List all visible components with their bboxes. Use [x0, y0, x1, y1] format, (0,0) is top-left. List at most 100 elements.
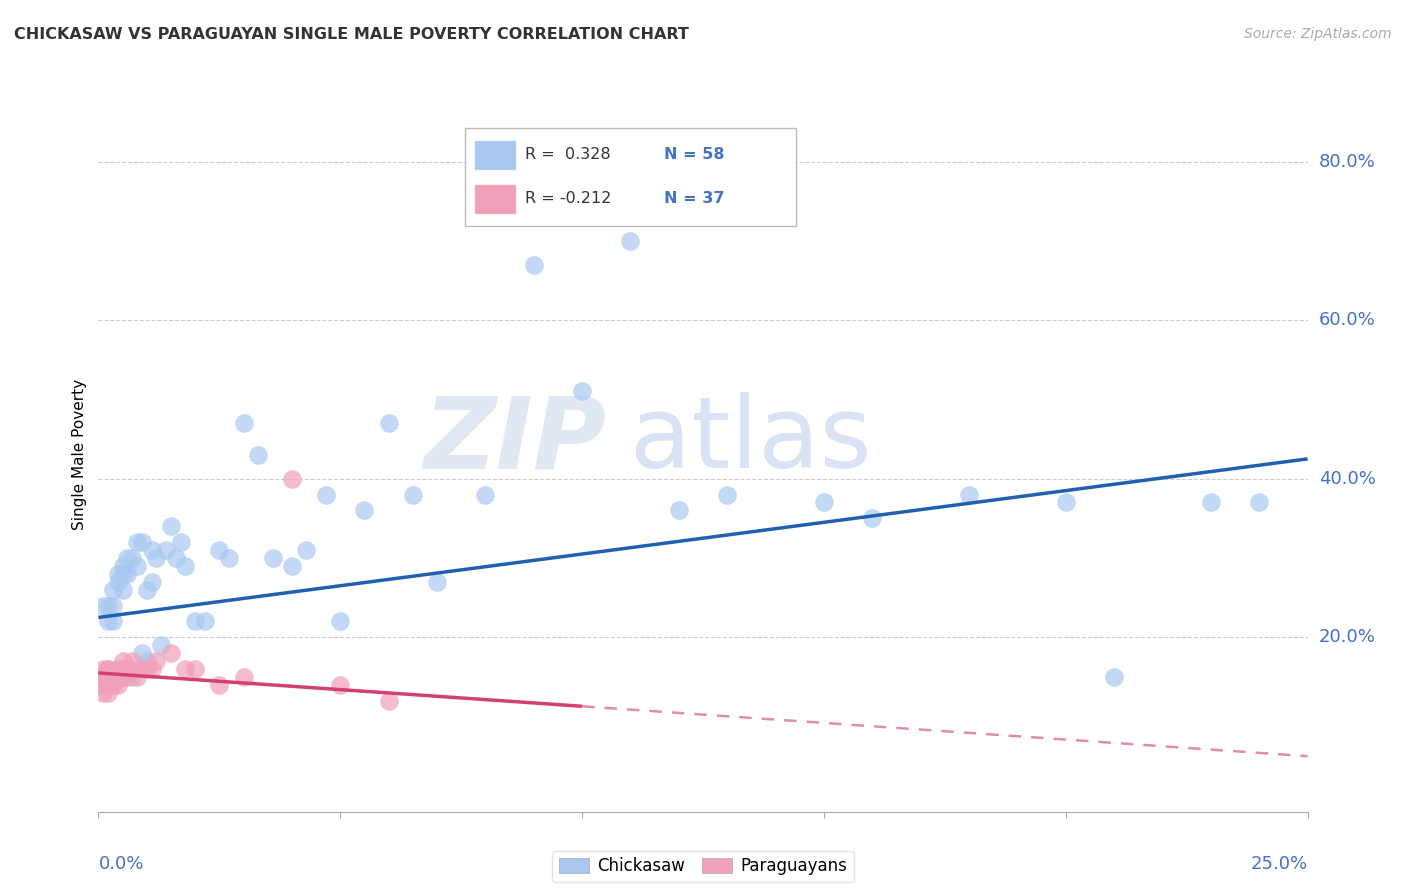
Point — [141, 662, 163, 676]
Point — [97, 662, 120, 676]
Point — [111, 582, 134, 597]
Point — [184, 662, 207, 676]
Point — [523, 258, 546, 272]
Point — [150, 638, 173, 652]
Point — [121, 551, 143, 566]
Point — [117, 662, 139, 676]
Point — [121, 662, 143, 676]
Point — [315, 487, 337, 501]
Point — [141, 574, 163, 589]
Point — [813, 495, 835, 509]
Point — [329, 615, 352, 629]
Point — [101, 670, 124, 684]
Point — [121, 654, 143, 668]
Text: 25.0%: 25.0% — [1250, 855, 1308, 872]
Point — [353, 503, 375, 517]
Text: 20.0%: 20.0% — [1319, 628, 1375, 647]
Point — [101, 678, 124, 692]
Point — [117, 551, 139, 566]
Legend: Chickasaw, Paraguayans: Chickasaw, Paraguayans — [553, 851, 853, 882]
Point — [155, 543, 177, 558]
Point — [474, 487, 496, 501]
Point — [91, 670, 114, 684]
Point — [97, 615, 120, 629]
Point — [135, 662, 157, 676]
Point — [232, 670, 254, 684]
Point — [145, 654, 167, 668]
Point — [329, 678, 352, 692]
Point — [160, 646, 183, 660]
Point — [107, 670, 129, 684]
Point — [91, 686, 114, 700]
Text: 80.0%: 80.0% — [1319, 153, 1375, 170]
Point — [165, 551, 187, 566]
Point — [426, 574, 449, 589]
Text: Source: ZipAtlas.com: Source: ZipAtlas.com — [1244, 27, 1392, 41]
Point — [107, 566, 129, 581]
Y-axis label: Single Male Poverty: Single Male Poverty — [72, 379, 87, 531]
Point — [208, 678, 231, 692]
Point — [174, 662, 197, 676]
Point — [377, 694, 399, 708]
Point — [127, 670, 149, 684]
Point — [218, 551, 240, 566]
Point — [281, 472, 304, 486]
Point — [111, 654, 134, 668]
Point — [668, 503, 690, 517]
Point — [111, 670, 134, 684]
Point — [107, 574, 129, 589]
Point — [97, 599, 120, 613]
Point — [1249, 495, 1271, 509]
Point — [101, 599, 124, 613]
Point — [91, 599, 114, 613]
Point — [111, 662, 134, 676]
Text: ZIP: ZIP — [423, 392, 606, 489]
Point — [1054, 495, 1077, 509]
Point — [97, 686, 120, 700]
Point — [571, 384, 593, 399]
Point — [716, 487, 738, 501]
Text: 60.0%: 60.0% — [1319, 311, 1375, 329]
Point — [121, 670, 143, 684]
Point — [131, 535, 153, 549]
Point — [135, 654, 157, 668]
Point — [281, 558, 304, 573]
Point — [1102, 670, 1125, 684]
Point — [619, 234, 641, 248]
Point — [97, 678, 120, 692]
Point — [141, 543, 163, 558]
Point — [97, 662, 120, 676]
Point — [174, 558, 197, 573]
Point — [131, 662, 153, 676]
Point — [194, 615, 217, 629]
Point — [145, 551, 167, 566]
Point — [860, 511, 883, 525]
Point — [101, 615, 124, 629]
Point — [101, 582, 124, 597]
Point — [101, 670, 124, 684]
Point — [169, 535, 191, 549]
Point — [107, 662, 129, 676]
Point — [111, 558, 134, 573]
Point — [377, 416, 399, 430]
Point — [1199, 495, 1222, 509]
Point — [107, 678, 129, 692]
Point — [97, 670, 120, 684]
Point — [101, 678, 124, 692]
Point — [91, 670, 114, 684]
Point — [184, 615, 207, 629]
Point — [111, 566, 134, 581]
Point — [295, 543, 318, 558]
Text: 40.0%: 40.0% — [1319, 470, 1375, 488]
Point — [91, 678, 114, 692]
Text: 0.0%: 0.0% — [98, 855, 143, 872]
Point — [402, 487, 425, 501]
Text: CHICKASAW VS PARAGUAYAN SINGLE MALE POVERTY CORRELATION CHART: CHICKASAW VS PARAGUAYAN SINGLE MALE POVE… — [14, 27, 689, 42]
Text: atlas: atlas — [630, 392, 872, 489]
Point — [160, 519, 183, 533]
Point — [957, 487, 980, 501]
Point — [208, 543, 231, 558]
Point — [232, 416, 254, 430]
Point — [127, 558, 149, 573]
Point — [131, 646, 153, 660]
